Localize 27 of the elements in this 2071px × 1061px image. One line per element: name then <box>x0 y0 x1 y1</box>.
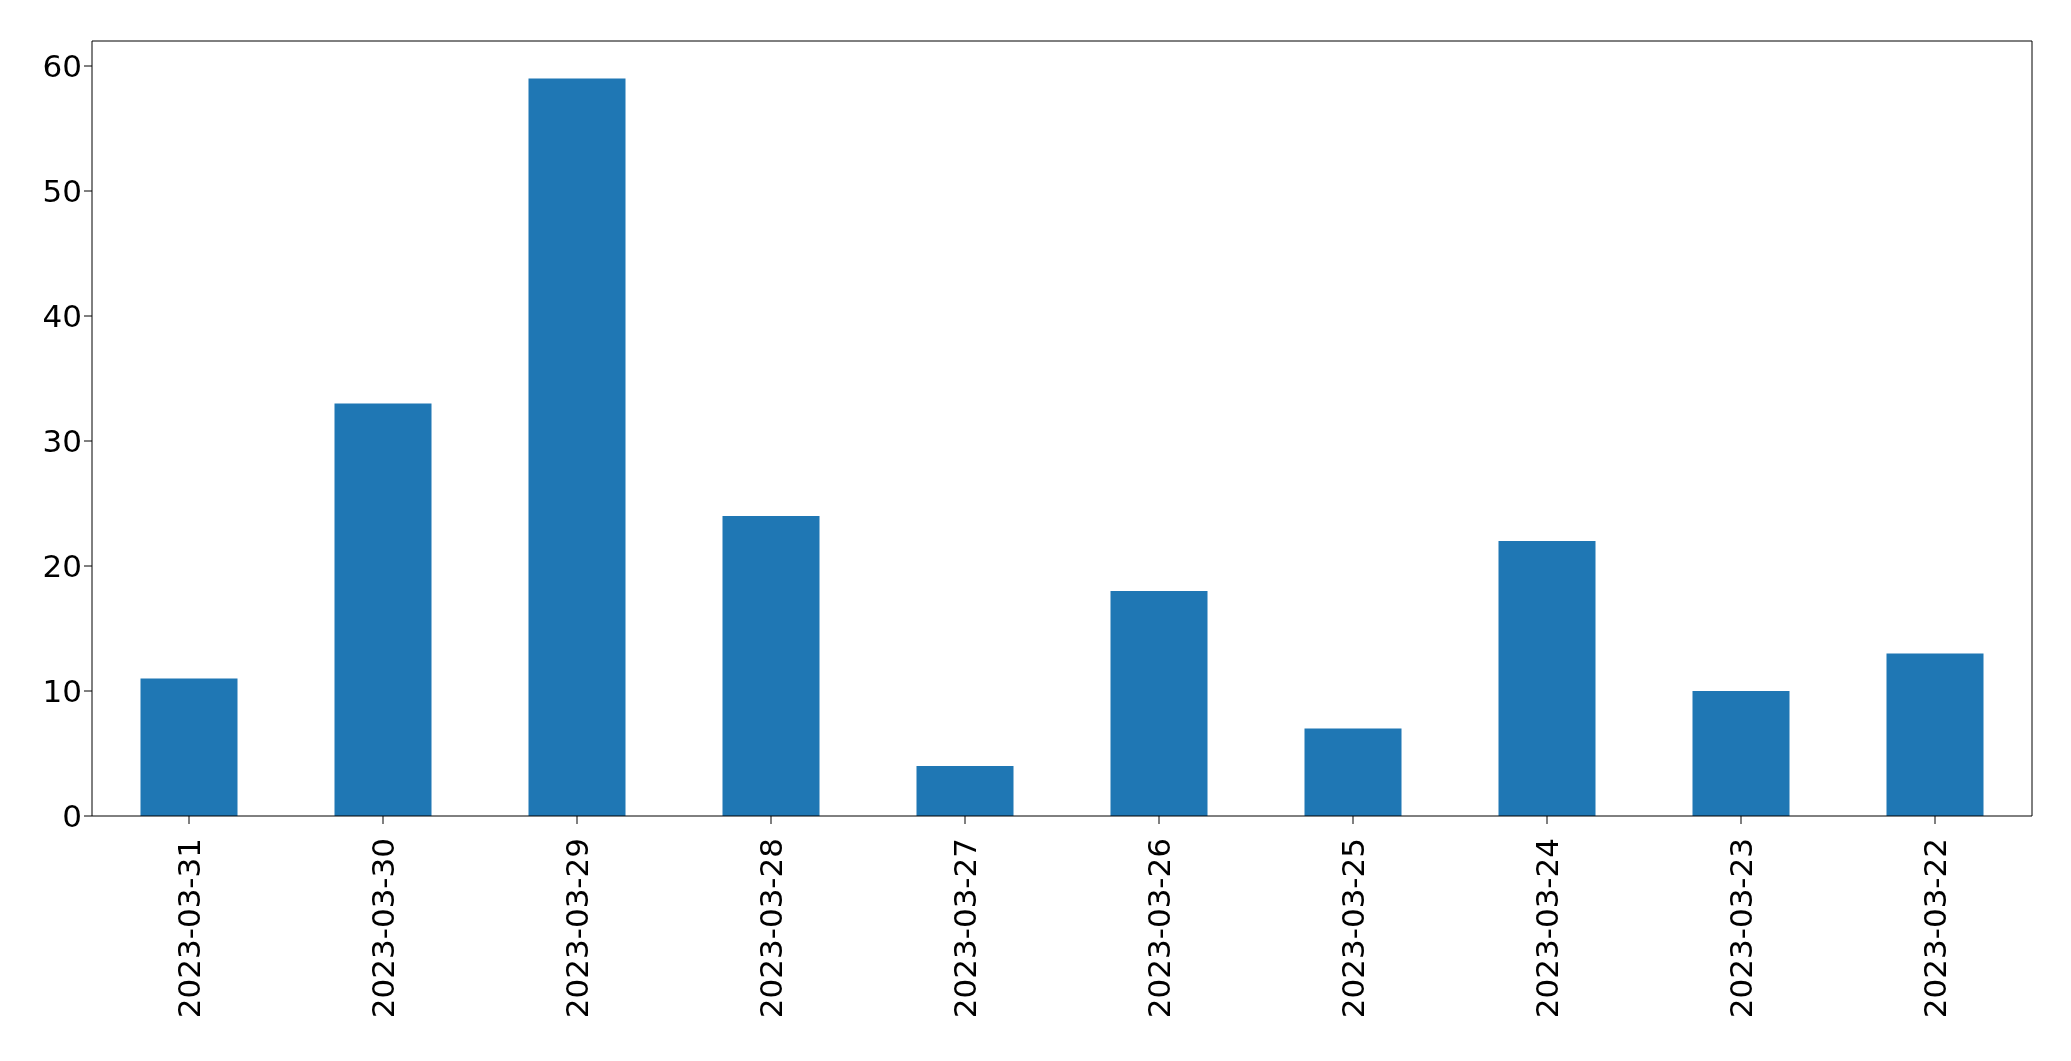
y-tick-label: 50 <box>42 173 82 210</box>
x-tick-label: 2023-03-27 <box>947 838 983 1019</box>
x-tick-label: 2023-03-22 <box>1917 838 1953 1019</box>
x-tick-label: 2023-03-23 <box>1723 838 1759 1019</box>
bar <box>722 516 820 816</box>
bar <box>528 78 626 816</box>
x-tick-label: 2023-03-26 <box>1141 838 1177 1019</box>
bar <box>1110 591 1208 816</box>
y-tick-label: 40 <box>42 298 82 335</box>
x-tick-label: 2023-03-29 <box>559 838 595 1019</box>
y-tick-label: 10 <box>42 673 82 710</box>
bar <box>334 403 432 816</box>
y-tick-label: 20 <box>42 548 82 585</box>
x-tick-label: 2023-03-30 <box>365 838 401 1019</box>
x-tick-label: 2023-03-24 <box>1529 838 1565 1019</box>
x-tick-label: 2023-03-31 <box>171 838 207 1019</box>
bar <box>1304 728 1402 816</box>
x-tick-label: 2023-03-25 <box>1335 838 1371 1019</box>
y-tick-label: 60 <box>42 48 82 84</box>
bar <box>140 678 238 816</box>
bar <box>1692 691 1790 816</box>
x-tick-label: 2023-03-28 <box>753 838 789 1019</box>
y-tick-label: 0 <box>62 798 82 835</box>
bar <box>1498 541 1596 816</box>
y-tick-label: 30 <box>42 423 82 460</box>
bar <box>916 766 1014 816</box>
bar <box>1886 653 1984 816</box>
